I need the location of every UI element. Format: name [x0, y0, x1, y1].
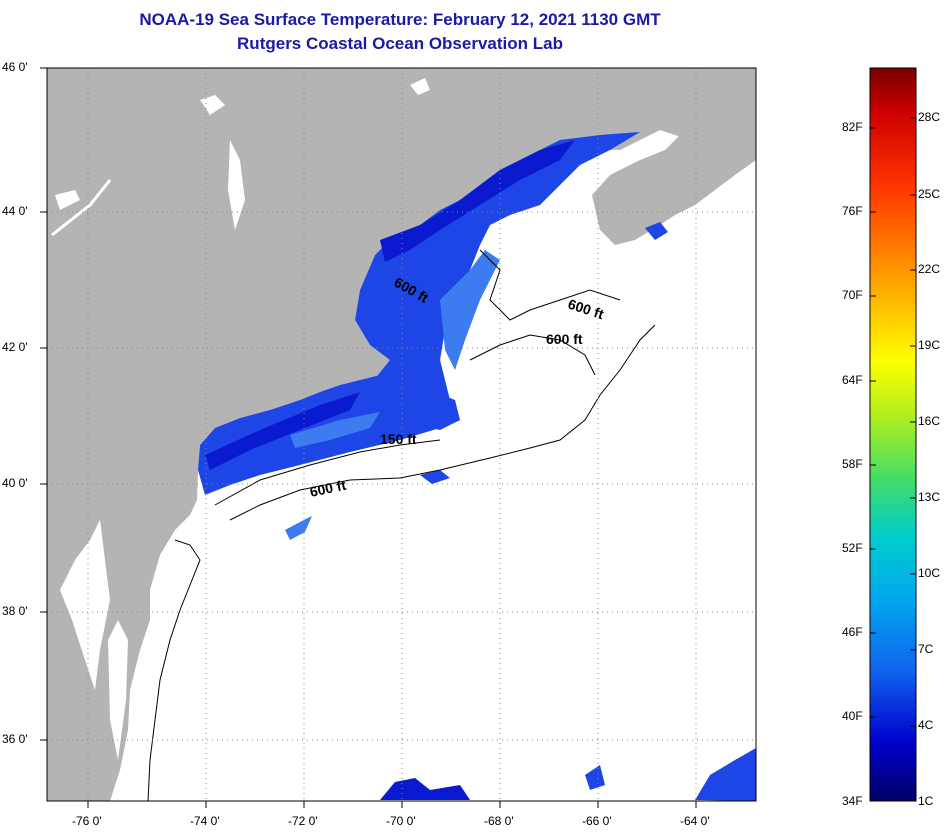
colorbar: [869, 67, 917, 802]
colorbar-c-label: 28C: [918, 110, 941, 124]
lat-label: 36 0': [2, 732, 28, 746]
contour-label-150ft: 150 ft: [380, 431, 417, 447]
land-northeast-us: [47, 68, 756, 801]
colorbar-f-label: 76F: [842, 204, 863, 218]
colorbar-f-label: 58F: [842, 457, 863, 471]
map-axis-ticks: [40, 67, 697, 808]
colorbar-c-label: 19C: [918, 338, 941, 352]
colorbar-f-label: 34F: [842, 794, 863, 808]
map-subtitle: Rutgers Coastal Ocean Observation Lab: [237, 34, 563, 53]
lon-label: -72 0': [288, 814, 318, 828]
contour-label-600ft: 600 ft: [308, 477, 347, 500]
colorbar-f-label: 40F: [842, 709, 863, 723]
colorbar-c-label: 13C: [918, 490, 941, 504]
land-nova-scotia: [592, 95, 756, 245]
map-area: [47, 68, 756, 801]
lon-label: -66 0': [582, 814, 612, 828]
colorbar-c-label: 7C: [918, 642, 934, 656]
lat-label: 38 0': [2, 604, 28, 618]
sst-region-gulf-of-maine: [355, 132, 640, 430]
colorbar-f-label: 64F: [842, 373, 863, 387]
contour-label-600ft: 600 ft: [546, 331, 583, 347]
lon-label: -64 0': [680, 814, 710, 828]
colorbar-ticks: [870, 117, 916, 727]
colorbar-c-label: 10C: [918, 566, 941, 580]
map-title: NOAA-19 Sea Surface Temperature: Februar…: [139, 10, 661, 29]
colorbar-f-label: 46F: [842, 625, 863, 639]
lat-label: 46 0': [2, 60, 28, 74]
lon-label: -76 0': [72, 814, 102, 828]
colorbar-c-label: 25C: [918, 187, 941, 201]
colorbar-c-label: 1C: [918, 794, 934, 808]
colorbar-f-label: 82F: [842, 120, 863, 134]
colorbar-c-label: 16C: [918, 414, 941, 428]
colorbar-f-label: 70F: [842, 288, 863, 302]
lat-label: 40 0': [2, 476, 28, 490]
lon-label: -74 0': [190, 814, 220, 828]
map-grid: [47, 68, 756, 801]
lat-label: 44 0': [2, 204, 28, 218]
colorbar-c-label: 22C: [918, 262, 941, 276]
colorbar-c-label: 4C: [918, 718, 934, 732]
lon-label: -70 0': [386, 814, 416, 828]
lon-label: -68 0': [484, 814, 514, 828]
lat-label: 42 0': [2, 340, 28, 354]
colorbar-f-label: 52F: [842, 541, 863, 555]
